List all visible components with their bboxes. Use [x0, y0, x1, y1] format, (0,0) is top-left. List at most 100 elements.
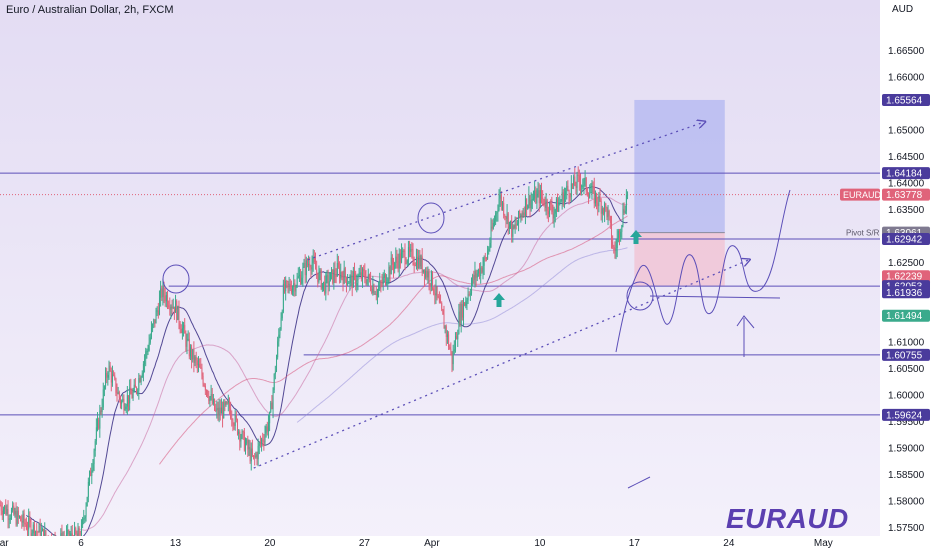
candle: [0, 499, 1, 507]
candle-body: [121, 401, 123, 404]
candle: [411, 242, 413, 259]
candle: [133, 379, 135, 393]
candle-body: [238, 431, 240, 434]
candle-body: [625, 195, 627, 211]
candle-body: [212, 399, 214, 404]
candle: [399, 249, 401, 269]
candle: [419, 249, 421, 270]
candle: [247, 435, 249, 457]
candle: [404, 243, 406, 271]
candle-body: [159, 297, 161, 315]
candle-body: [289, 283, 291, 289]
candle-body: [429, 283, 431, 286]
candle: [136, 386, 138, 395]
candle-body: [223, 401, 225, 419]
candle-body: [140, 376, 142, 383]
candle-body: [620, 231, 622, 238]
candle-body: [276, 357, 278, 372]
candle: [226, 400, 228, 405]
candle: [194, 355, 196, 367]
candle: [176, 299, 178, 323]
moving-average-line: [159, 215, 628, 465]
time-tick-label: 13: [170, 538, 182, 549]
candle-body: [7, 509, 9, 520]
candle-body: [323, 281, 325, 284]
candle: [300, 268, 302, 286]
candle-body: [154, 319, 156, 324]
candle-body: [412, 249, 414, 264]
candle: [278, 328, 280, 347]
candle: [402, 247, 404, 259]
candle: [518, 210, 520, 232]
candle: [113, 370, 115, 377]
candle-body: [242, 431, 244, 433]
candle-body: [434, 293, 436, 296]
candle-body: [346, 277, 348, 285]
candle-body: [543, 198, 545, 205]
candle-body: [446, 334, 448, 337]
candle-body: [463, 302, 465, 318]
candle-body: [332, 269, 334, 284]
candle-body: [153, 319, 155, 325]
candle-body: [257, 445, 259, 460]
candle: [515, 216, 517, 230]
candle: [604, 201, 606, 223]
candle: [109, 361, 111, 372]
candle-body: [347, 282, 349, 285]
candle: [129, 379, 131, 411]
time-axis[interactable]: [0, 536, 880, 550]
candle: [210, 384, 212, 401]
candle: [394, 261, 396, 274]
candle: [327, 269, 329, 296]
candle-body: [178, 305, 180, 324]
candle-body: [578, 175, 580, 182]
candle-body: [464, 302, 466, 306]
candle-body: [230, 408, 232, 419]
candle-body: [542, 197, 544, 199]
time-tick-label: 17: [629, 538, 641, 549]
candle-body: [0, 505, 1, 507]
candle: [208, 390, 210, 405]
candle-body: [378, 288, 380, 291]
candle-body: [95, 427, 97, 442]
candle-body: [342, 276, 344, 284]
candle-body: [144, 359, 146, 365]
candle: [88, 470, 91, 486]
upper-channel-line[interactable]: [307, 122, 705, 261]
candle: [527, 204, 529, 210]
candle-body: [138, 378, 140, 391]
candle-body: [597, 202, 599, 207]
candle: [471, 277, 473, 296]
candle-body: [602, 208, 604, 214]
candle-body: [248, 447, 250, 450]
price-label-box: [882, 93, 930, 106]
candle-body: [411, 249, 413, 251]
candle: [193, 341, 195, 373]
candle-body: [450, 349, 452, 352]
candle-body: [172, 306, 174, 309]
candle-body: [554, 209, 556, 214]
candle-body: [519, 210, 521, 217]
candle: [154, 319, 156, 328]
candle-body: [575, 185, 577, 188]
candle-body: [266, 426, 268, 432]
candle: [29, 511, 31, 528]
candle-body: [80, 524, 82, 541]
candle-body: [357, 275, 359, 283]
candle: [196, 357, 198, 373]
candle-body: [85, 506, 87, 517]
candle: [316, 260, 318, 279]
projection-scribble: [615, 189, 791, 353]
candle-body: [527, 205, 529, 210]
candle-body: [574, 176, 576, 186]
candle: [594, 190, 596, 207]
candle: [506, 204, 508, 225]
candle-body: [581, 185, 583, 188]
candle-body: [318, 271, 320, 282]
candle-body: [482, 265, 484, 273]
candle: [352, 266, 354, 288]
candle: [134, 378, 136, 388]
candle-body: [622, 209, 624, 225]
candle-body: [514, 224, 516, 229]
